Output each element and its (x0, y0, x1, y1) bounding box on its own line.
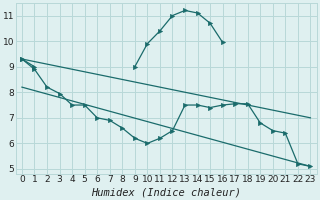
X-axis label: Humidex (Indice chaleur): Humidex (Indice chaleur) (91, 187, 241, 197)
